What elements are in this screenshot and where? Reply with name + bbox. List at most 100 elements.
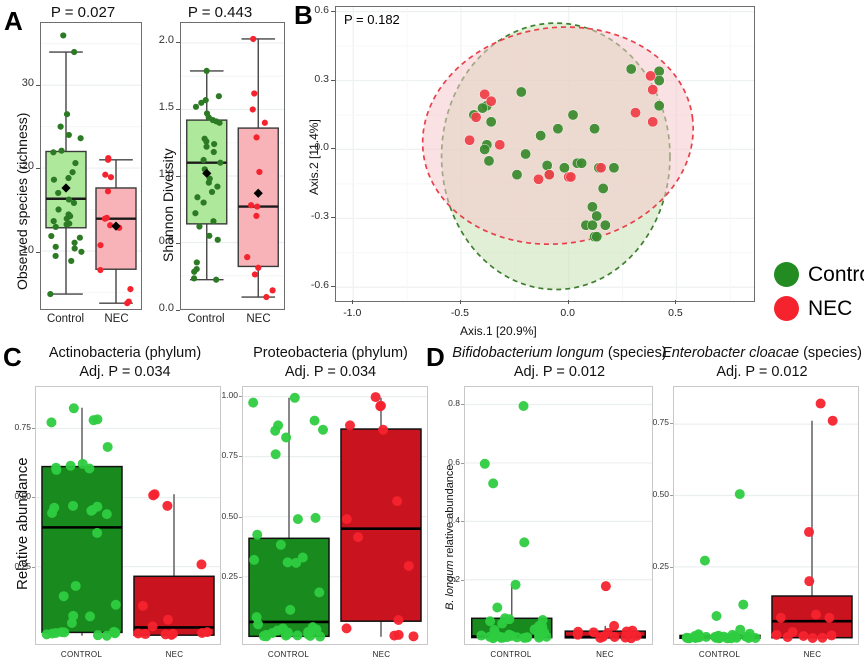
ytick-label: 0.8: [448, 397, 460, 408]
panelD-chart2-title-species: Enterobacter cloacae: [662, 345, 800, 361]
ytick-label: 0.5: [158, 235, 174, 248]
ytick-label: 0.75: [221, 450, 238, 461]
ytick-mark: [32, 427, 35, 429]
legend-label-nec: NEC: [808, 296, 853, 320]
panelD-chart2-plot: [673, 386, 859, 645]
panelB-ytick-label: 0.0: [314, 141, 329, 154]
panelB-ytick-label: 0.3: [314, 72, 329, 85]
panelB-xlabel: Axis.1 [20.9%]: [460, 324, 537, 338]
ytick-label: 0.25: [652, 561, 669, 572]
panelB-ytick-label: -0.3: [310, 210, 329, 223]
panelC-chart2-xtick-nec: NEC: [372, 650, 391, 659]
ytick-mark: [32, 567, 35, 569]
ytick-label: 1.00: [221, 389, 238, 400]
ytick-mark: [176, 310, 180, 311]
panelB-ytick-mark: [331, 79, 335, 81]
ytick-mark: [239, 516, 242, 518]
panel-letter-c: C: [3, 342, 22, 372]
panelA-chart2-xtick-nec: NEC: [246, 313, 271, 325]
panelA-chart1-xtick-nec: NEC: [104, 313, 129, 325]
panelA-chart2-xtick-control: Control: [187, 313, 225, 325]
panelC-chart1-subtitle: Adj. P = 0.034: [79, 364, 171, 380]
panelB-xtick-mark: [352, 300, 354, 304]
panelD-chart1-ylabel: B. longum relative abundance: [444, 464, 456, 610]
panelB-xtick-mark: [675, 300, 677, 304]
ytick-label: 0.75: [652, 417, 669, 428]
panelD-chart1-xtick-control: CONTROL: [490, 650, 532, 659]
panel-letter-a: A: [4, 6, 23, 36]
panelA-chart1-plot: [40, 22, 142, 310]
panelB-ytick-label: 0.6: [314, 3, 329, 16]
panelB-plot: [335, 6, 755, 302]
panelB-ytick-mark: [331, 217, 335, 219]
ytick-mark: [461, 403, 464, 405]
ytick-mark: [461, 462, 464, 464]
panelD-chart2-xtick-control: CONTROL: [698, 650, 741, 659]
ytick-mark: [176, 109, 180, 111]
ytick-label: 0.25: [14, 561, 31, 572]
panelC-chart1-title: Actinobacteria (phylum): [48, 345, 202, 361]
panelD-chart1-subtitle: Adj. P = 0.012: [513, 364, 606, 380]
ytick-label: 0.0: [158, 302, 174, 314]
panel-letter-d: D: [426, 342, 445, 372]
ytick-label: 2.0: [158, 34, 174, 47]
ytick-label: 0.2: [448, 574, 460, 585]
panelC-chart2-xtick-control: CONTROL: [267, 650, 310, 659]
panelC-chart2-title: Proteobacteria (phylum): [253, 345, 408, 361]
panelB-xtick-label: -0.5: [450, 307, 470, 319]
panelB-ytick-label: -0.6: [310, 279, 329, 292]
panelB-ytick-mark: [331, 10, 335, 12]
panelC-chart1-xtick-nec: NEC: [165, 650, 184, 659]
legend-dot-nec: [774, 296, 799, 321]
panelB-xtick-label: -1.0: [343, 307, 362, 319]
legend-label-control: Control: [808, 262, 864, 286]
ytick-label: 1.5: [158, 101, 174, 114]
panelD-chart1-ylabel-species: B. longum: [444, 560, 456, 610]
panelD-chart2-title: Enterobacter cloacae (species): [660, 345, 864, 361]
ytick-mark: [239, 395, 242, 397]
panelA-chart1-ylabel: Observed species (richness): [14, 112, 30, 290]
panelB-ytick-mark: [331, 286, 335, 288]
legend-item-control[interactable]: Control: [774, 262, 864, 287]
ytick-mark: [176, 42, 180, 44]
panelD-chart1-ylabel-rest: relative abundance: [444, 464, 456, 561]
ytick-mark: [461, 521, 464, 523]
ytick-label: 0.25: [221, 571, 238, 582]
ytick-mark: [670, 495, 673, 497]
panelD-chart2-subtitle: Adj. P = 0.012: [716, 364, 808, 380]
panelB-xtick-mark: [459, 300, 461, 304]
ytick-mark: [36, 251, 40, 253]
legend-dot-control: [774, 262, 799, 287]
panel-letter-b: B: [294, 0, 313, 30]
ytick-label: 0.50: [652, 489, 669, 500]
ytick-label: 10: [21, 243, 34, 256]
panelB-xtick-mark: [567, 300, 569, 304]
ytick-label: 0.50: [221, 510, 238, 521]
legend-item-nec[interactable]: NEC: [774, 296, 852, 321]
ytick-mark: [461, 580, 464, 582]
ytick-mark: [176, 176, 180, 178]
panelA-chart2-title: P = 0.443: [187, 4, 253, 21]
ytick-label: 20: [21, 160, 34, 173]
panelD-chart1-plot: [464, 386, 653, 645]
panelD-chart1-title: Bifidobacterium longum (species): [452, 345, 667, 361]
ytick-mark: [36, 84, 40, 86]
ytick-label: 0.50: [14, 491, 31, 502]
panelC-chart1-plot: [35, 386, 221, 645]
panelA-chart1-title: P = 0.027: [50, 4, 116, 21]
ytick-mark: [670, 567, 673, 569]
ytick-mark: [239, 456, 242, 458]
ytick-label: 0.75: [14, 421, 31, 432]
ytick-mark: [239, 577, 242, 579]
ytick-label: 30: [21, 76, 34, 89]
panelB-xtick-label: 0.0: [560, 307, 575, 319]
ytick-label: 0.4: [448, 515, 460, 526]
panelB-annotation: P = 0.182: [344, 12, 400, 27]
panelC-chart2-plot: [242, 386, 428, 645]
panelA-chart2-plot: [180, 22, 285, 310]
panelC-chart1-xtick-control: CONTROL: [60, 650, 103, 659]
ytick-mark: [32, 497, 35, 499]
panelD-chart1-title-rest: (species): [603, 345, 667, 361]
panelC-chart2-subtitle: Adj. P = 0.034: [284, 364, 377, 380]
